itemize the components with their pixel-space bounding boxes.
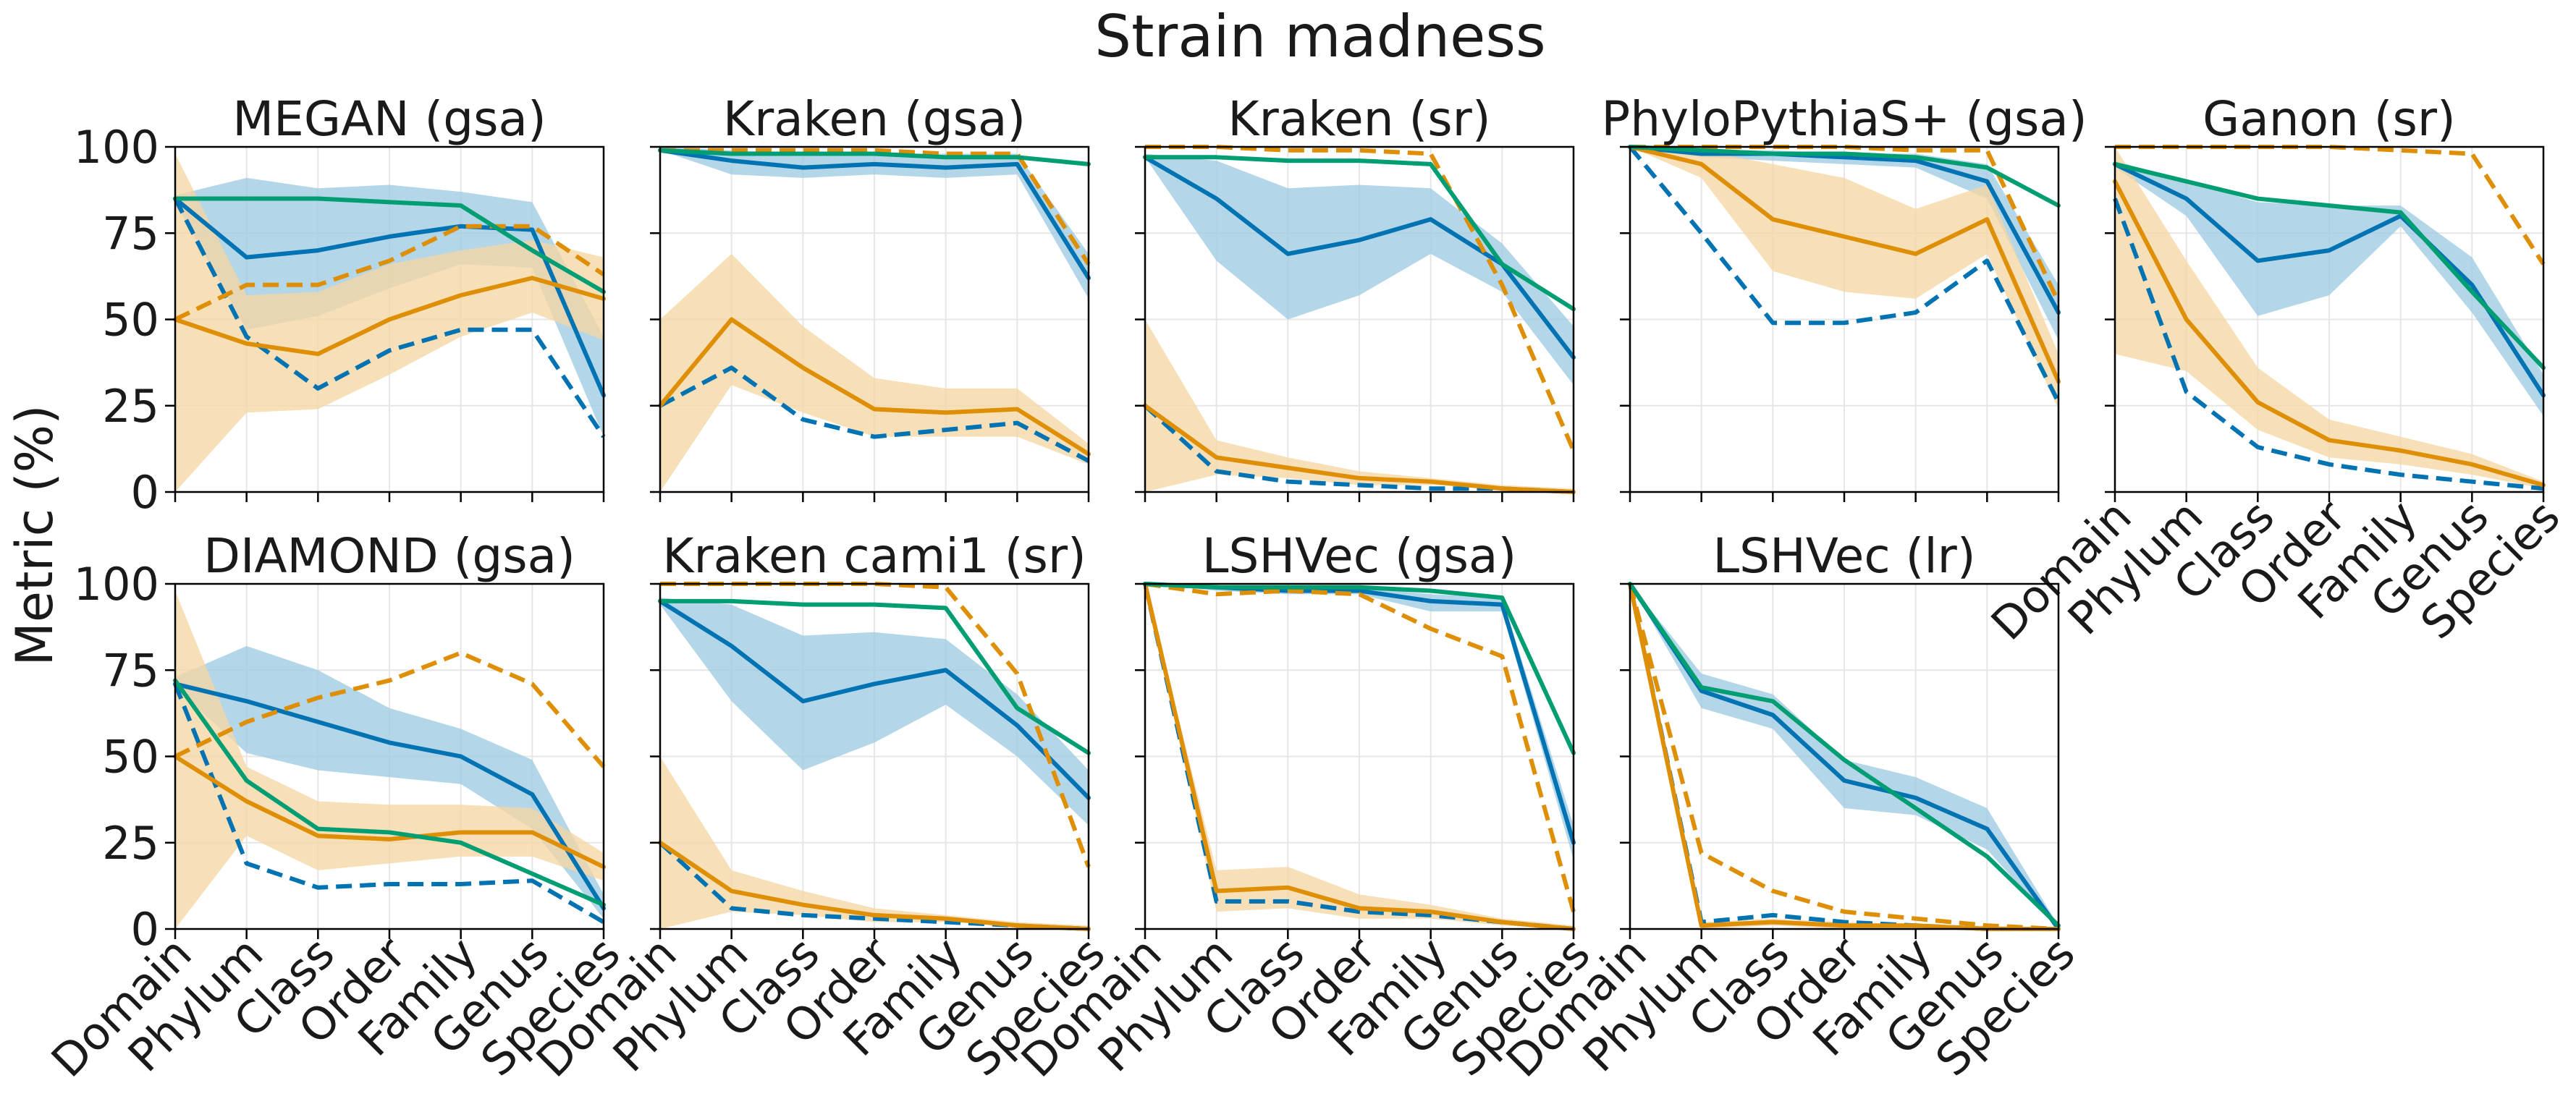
orange-solid-series-line: [173, 276, 606, 357]
y-tick-label: 0: [131, 903, 159, 956]
panel-title: Ganon (sr): [2203, 91, 2456, 147]
panel-title: PhyloPythiaS+ (gsa): [1601, 91, 2087, 147]
panel-grid: [1629, 583, 2059, 930]
blue-solid-series-line: [658, 148, 1091, 281]
y-tick-label: 100: [74, 558, 159, 611]
panel-title: Kraken cami1 (sr): [662, 528, 1086, 584]
blue-dashed-series-line: [173, 683, 605, 925]
orange-dashed-series-line: [1144, 582, 1576, 912]
orange-solid-series-line: [1143, 403, 1576, 494]
blue-solid-series-line: [1628, 582, 2061, 931]
panel-title: LSHVec (lr): [1713, 528, 1975, 584]
blue-dashed-series-line: [2113, 198, 2544, 491]
orange-solid-series-line: [173, 754, 606, 870]
panel-8: DomainPhylumClassOrderFamilyGenusSpecies…: [1011, 528, 1600, 1087]
orange-dashed-series-line: [660, 582, 1091, 868]
orange-range-band: [175, 590, 604, 929]
y-tick-label: 100: [74, 121, 159, 174]
orange-range-band: [175, 153, 604, 493]
blue-range-band: [1145, 153, 1574, 386]
orange-solid-series-line: [658, 840, 1091, 931]
green-solid-series-line: [173, 678, 606, 907]
y-tick-label: 50: [102, 731, 159, 784]
blue-solid-series-line: [658, 598, 1091, 800]
green-solid-series-line: [2113, 161, 2546, 370]
y-tick-label: 75: [102, 644, 159, 697]
orange-dashed-series-line: [174, 650, 606, 768]
panel-title: DIAMOND (gsa): [203, 528, 575, 584]
green-solid-series-line: [1143, 155, 1576, 312]
green-solid-series-line: [1628, 145, 2061, 208]
green-solid-series-line: [173, 196, 606, 294]
panel-2: Kraken (gsa): [650, 91, 1091, 502]
orange-dashed-series-line: [1628, 583, 2059, 931]
panel-title: LSHVec (gsa): [1202, 528, 1516, 584]
orange-dashed-series-line: [174, 224, 605, 322]
panel-1: 0 25 50 75 100 MEGAN (gsa): [74, 91, 606, 519]
blue-solid-series-line: [2113, 161, 2546, 398]
y-axis-label: Metric (%): [5, 404, 64, 666]
y-tick-label: 25: [102, 380, 159, 433]
green-solid-series-line: [658, 598, 1091, 755]
orange-solid-series-line: [2113, 179, 2546, 488]
y-tick-label: 0: [131, 466, 159, 519]
blue-dashed-series-line: [659, 365, 1090, 463]
panel-5: DomainPhylumClassOrderFamilyGenusSpecies…: [1981, 91, 2570, 650]
green-solid-series-line: [1143, 582, 1576, 755]
green-solid-series-line: [1628, 582, 2061, 928]
y-tick-label: 75: [102, 207, 159, 260]
panel-title: Kraken (sr): [1228, 91, 1490, 147]
blue-solid-series-line: [173, 196, 606, 398]
blue-dashed-series-line: [1628, 145, 2061, 404]
panel-6: 0255075100DomainPhylumClassOrderFamilyGe…: [41, 528, 630, 1087]
orange-solid-series-line: [1143, 582, 1576, 931]
panels-container: 0 25 50 75 100 MEGAN (gsa) Kraken (gsa) Kraken …: [41, 91, 2570, 1087]
orange-range-band: [1145, 319, 1574, 492]
blue-dashed-series-line: [173, 198, 606, 438]
blue-solid-series-line: [1628, 145, 2061, 315]
y-tick-label: 25: [102, 817, 159, 870]
panel-4: PhyloPythiaS+ (gsa): [1601, 91, 2087, 502]
figure-title: Strain madness: [1094, 3, 1545, 70]
green-solid-series-line: [658, 148, 1091, 166]
blue-range-band: [660, 147, 1089, 299]
orange-range-band: [1630, 147, 2058, 410]
orange-solid-series-line: [1628, 145, 2061, 384]
blue-range-band: [660, 598, 1089, 826]
orange-solid-series-line: [658, 317, 1091, 457]
panel-7: DomainPhylumClassOrderFamilyGenusSpecies…: [526, 528, 1115, 1087]
blue-solid-series-line: [173, 682, 606, 911]
panel-3: Kraken (sr): [1135, 91, 1576, 502]
panel-title: Kraken (gsa): [723, 91, 1026, 147]
blue-range-band: [175, 177, 604, 437]
orange-range-band: [660, 756, 1089, 929]
orange-range-band: [2115, 147, 2543, 489]
orange-dashed-series-line: [1145, 145, 1576, 451]
panel-title: MEGAN (gsa): [232, 91, 546, 147]
blue-range-band: [175, 645, 604, 919]
orange-range-band: [660, 253, 1089, 492]
blue-range-band: [2115, 161, 2543, 417]
y-tick-label: 50: [102, 294, 159, 347]
